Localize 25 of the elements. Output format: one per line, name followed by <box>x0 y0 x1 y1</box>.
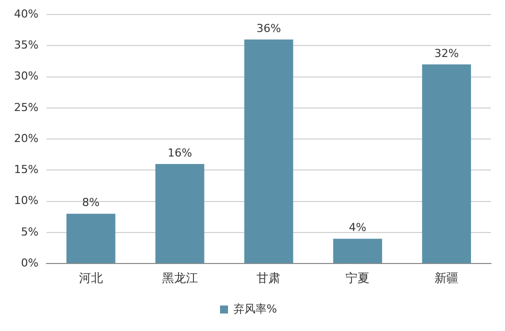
data-label: 16% <box>168 146 192 160</box>
y-tick-label: 5% <box>20 225 38 238</box>
y-tick-label: 25% <box>14 100 38 114</box>
x-tick-label: 河北 <box>78 270 103 285</box>
data-label: 36% <box>256 22 281 35</box>
y-tick-label: 10% <box>14 194 38 208</box>
y-tick-label: 0% <box>20 256 38 270</box>
x-tick-label: 甘肃 <box>256 270 281 285</box>
data-label: 4% <box>348 221 366 234</box>
bar <box>422 64 471 264</box>
y-tick-label: 15% <box>14 163 38 176</box>
data-label: 32% <box>434 46 459 60</box>
y-tick-label: 30% <box>14 70 38 83</box>
y-tick-label: 40% <box>14 7 38 20</box>
x-tick-label: 宁夏 <box>346 270 370 285</box>
bar <box>155 164 204 264</box>
bar <box>66 214 116 264</box>
legend-label: 弃风率% <box>234 302 277 316</box>
y-tick-label: 20% <box>14 132 38 145</box>
bar <box>244 40 294 264</box>
x-tick-label: 黑龙江 <box>162 270 198 285</box>
x-tick-label: 新疆 <box>434 270 459 285</box>
y-tick-label: 35% <box>14 38 38 52</box>
bar <box>333 238 382 264</box>
data-label: 8% <box>82 196 100 210</box>
